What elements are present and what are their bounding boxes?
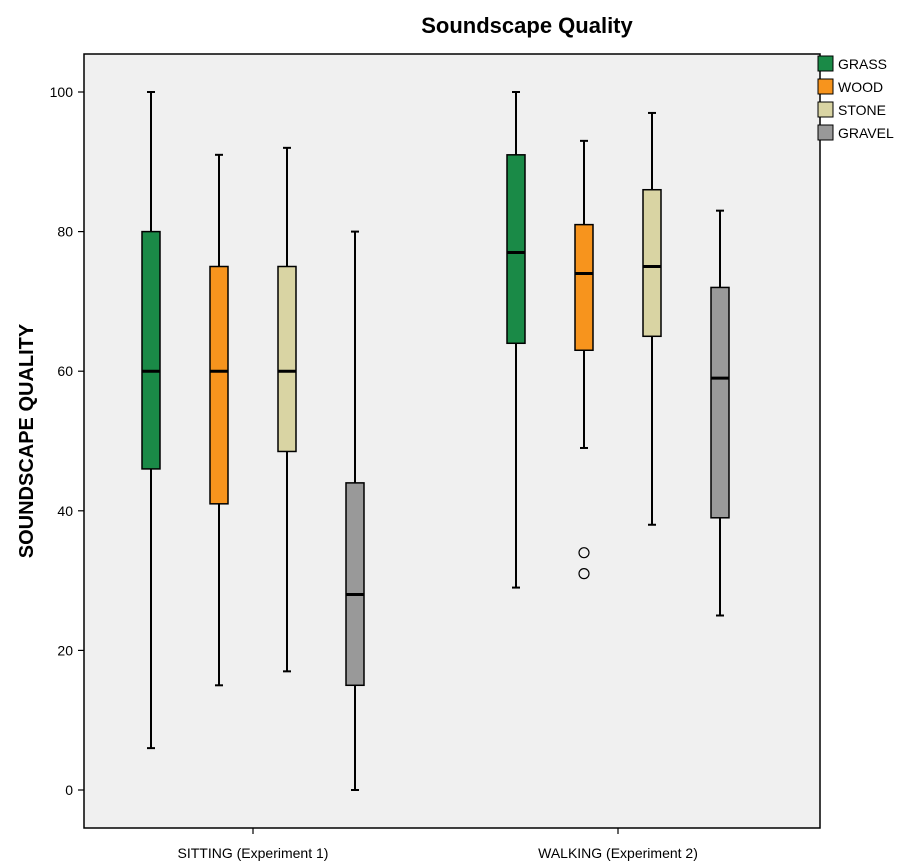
plot-area <box>83 53 821 829</box>
box-stone-0 <box>277 146 297 673</box>
y-tick-label: 0 <box>65 782 73 798</box>
outlier-point <box>578 568 590 580</box>
legend-swatch-wood <box>817 78 834 95</box>
box-gravel-1 <box>710 209 730 617</box>
legend-swatch-stone <box>817 101 834 118</box>
y-tick-label: 20 <box>57 642 73 658</box>
y-tick-label: 80 <box>57 224 73 240</box>
box-series <box>141 91 730 791</box>
box-iqr <box>277 265 297 453</box>
x-tick-label: WALKING (Experiment 2) <box>538 845 698 861</box>
legend-swatch-grass <box>817 55 834 72</box>
chart-title: Soundscape Quality <box>421 13 633 38</box>
box-iqr <box>642 188 662 338</box>
legend: GRASS WOOD STONE GRAVEL <box>817 55 894 141</box>
box-iqr <box>574 223 594 352</box>
y-tick-label: 100 <box>50 84 74 100</box>
legend-label-wood: WOOD <box>838 79 883 95</box>
box-wood-1 <box>574 139 594 580</box>
box-wood-0 <box>209 153 229 687</box>
legend-label-stone: STONE <box>838 102 886 118</box>
box-iqr <box>141 230 161 470</box>
legend-swatch-gravel <box>817 124 834 141</box>
y-tick-label: 40 <box>57 503 73 519</box>
legend-label-gravel: GRAVEL <box>838 125 894 141</box>
box-gravel-0 <box>345 230 365 791</box>
x-tick-label: SITTING (Experiment 1) <box>178 845 329 861</box>
box-iqr <box>506 154 526 345</box>
box-iqr <box>345 482 365 687</box>
y-tick-label: 60 <box>57 363 73 379</box>
legend-label-grass: GRASS <box>838 56 887 72</box>
x-axis: SITTING (Experiment 1) WALKING (Experimen… <box>178 828 698 861</box>
box-grass-1 <box>506 91 526 589</box>
outlier-point <box>578 547 590 559</box>
y-axis-label: SOUNDSCAPE QUALITY <box>16 323 38 558</box>
box-iqr <box>209 265 229 505</box>
box-grass-0 <box>141 91 161 750</box>
y-axis: 0 20 40 60 80 100 <box>50 84 84 798</box>
box-stone-1 <box>642 111 662 526</box>
box-iqr <box>710 286 730 519</box>
